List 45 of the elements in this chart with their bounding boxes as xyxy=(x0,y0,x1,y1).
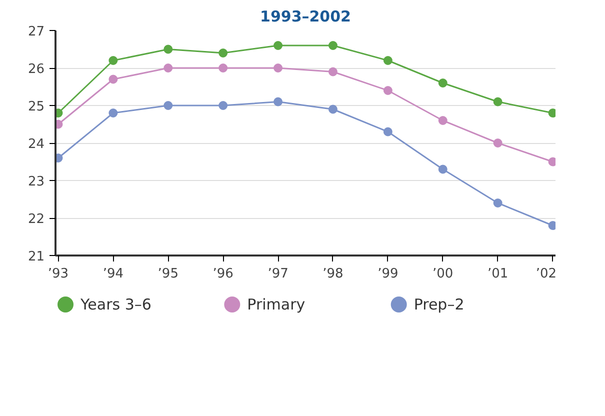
point xyxy=(164,44,173,54)
point xyxy=(493,198,502,208)
x-tick-label: ’99 xyxy=(378,266,398,282)
y-tick-label: 23 xyxy=(28,174,45,190)
y-tick-label: 21 xyxy=(28,250,45,264)
x-tick-label: ’98 xyxy=(322,266,344,282)
y-tick-label: 24 xyxy=(28,137,45,152)
point xyxy=(328,104,338,114)
y-tick-label: 27 xyxy=(28,24,45,40)
y-tick-label: 22 xyxy=(28,212,45,227)
point xyxy=(383,56,392,65)
point xyxy=(274,97,283,106)
point xyxy=(493,138,502,148)
point xyxy=(438,116,448,125)
point xyxy=(164,64,173,72)
x-tick-label: ’02 xyxy=(536,266,557,282)
x-tick-label: ’01 xyxy=(487,266,508,282)
point xyxy=(328,41,338,50)
x-tick-label: ’95 xyxy=(158,266,178,282)
x-tick-label: ’97 xyxy=(268,266,288,282)
point xyxy=(383,127,392,136)
point xyxy=(218,101,228,110)
point xyxy=(218,48,228,58)
x-tick-label: ’93 xyxy=(48,266,69,282)
point xyxy=(438,78,448,88)
y-tick-label: 25 xyxy=(28,100,45,114)
x-tick-label: ’00 xyxy=(432,266,454,282)
point xyxy=(218,64,228,72)
point xyxy=(383,86,392,95)
legend-label: Prep–2 xyxy=(414,296,464,314)
point xyxy=(108,56,118,65)
y-tick-label: 26 xyxy=(28,62,45,77)
point xyxy=(328,67,338,76)
point xyxy=(438,164,448,174)
point xyxy=(274,64,283,72)
point xyxy=(108,74,118,84)
point xyxy=(164,101,173,110)
legend-label: Years 3–6 xyxy=(80,296,152,314)
legend-label: Primary xyxy=(247,296,306,314)
point xyxy=(274,41,283,50)
x-tick-label: ’94 xyxy=(102,266,124,282)
point xyxy=(493,97,502,106)
chart-title: 1993–2002 xyxy=(260,8,351,26)
point xyxy=(108,108,118,118)
x-tick-label: ’96 xyxy=(212,266,234,282)
